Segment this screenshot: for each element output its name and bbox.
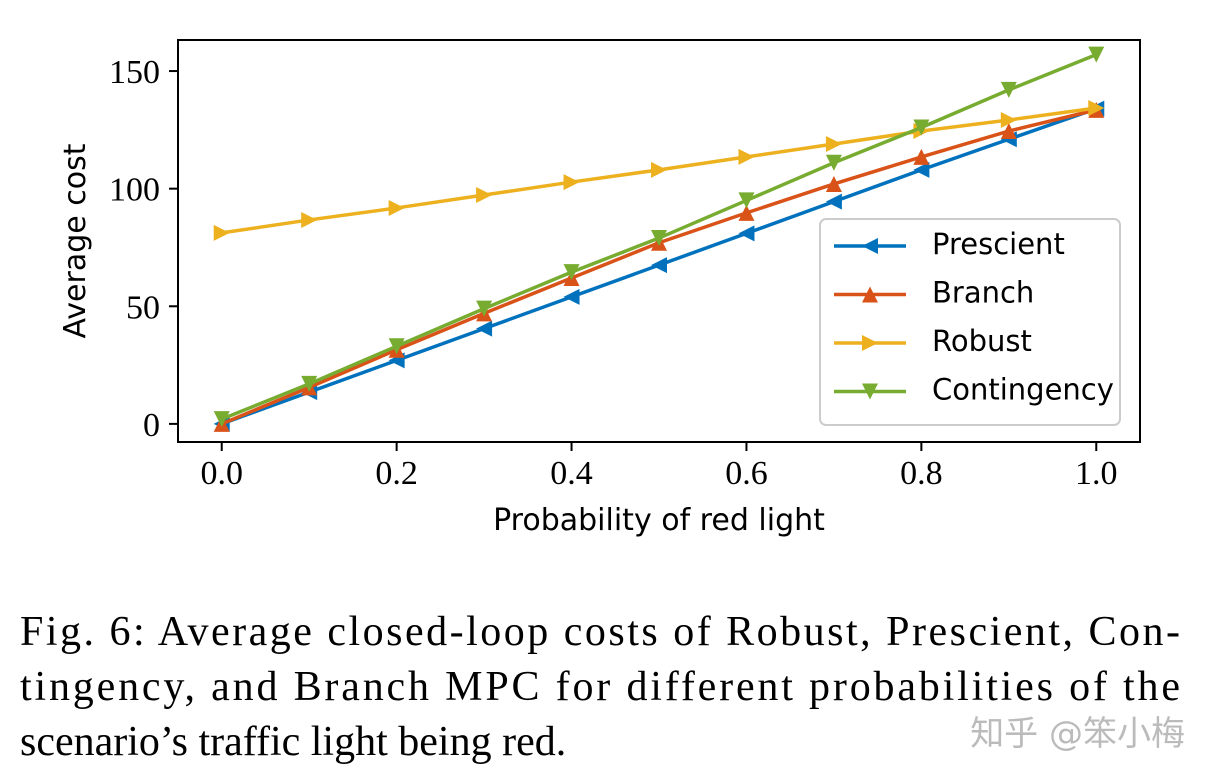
legend-marker bbox=[862, 238, 878, 254]
marker bbox=[651, 161, 667, 178]
y-tick-label: 100 bbox=[109, 172, 160, 209]
marker bbox=[563, 288, 580, 305]
marker bbox=[476, 187, 493, 204]
legend-marker bbox=[862, 286, 878, 303]
legend-frame bbox=[819, 218, 1121, 426]
marker bbox=[476, 320, 493, 337]
y-axis-label: Average cost bbox=[58, 143, 93, 338]
marker bbox=[213, 411, 230, 428]
legend-label: Robust bbox=[932, 324, 1032, 358]
marker bbox=[825, 193, 842, 210]
caption-line: scenario’s traffic light being red. bbox=[20, 719, 566, 765]
x-tick-label: 0.2 bbox=[375, 455, 418, 492]
marker bbox=[738, 225, 755, 242]
marker bbox=[563, 174, 580, 191]
marker bbox=[1088, 99, 1105, 116]
caption-line: tingency, and Branch MPC for different p… bbox=[20, 664, 1180, 710]
marker bbox=[738, 204, 755, 221]
marker bbox=[563, 264, 580, 281]
marker bbox=[213, 224, 230, 241]
marker bbox=[301, 211, 318, 228]
marker bbox=[388, 338, 405, 355]
marker bbox=[651, 230, 667, 247]
marker bbox=[388, 199, 405, 216]
marker bbox=[913, 119, 930, 136]
x-tick-label: 0.4 bbox=[550, 455, 593, 492]
marker bbox=[1088, 46, 1105, 63]
x-tick-label: 1.0 bbox=[1075, 455, 1118, 492]
watermark: 知乎 @笨小梅 bbox=[970, 714, 1185, 754]
x-tick-label: 0.6 bbox=[725, 455, 768, 492]
caption-line: Fig. 6: Average closed-loop costs of Rob… bbox=[20, 609, 1180, 655]
marker bbox=[738, 192, 755, 209]
marker bbox=[825, 154, 842, 171]
x-tick-label: 0.0 bbox=[200, 455, 243, 492]
y-tick-label: 50 bbox=[126, 289, 160, 326]
x-tick-label: 0.8 bbox=[900, 455, 943, 492]
y-tick-label: 0 bbox=[143, 407, 160, 444]
marker bbox=[1000, 111, 1017, 128]
marker bbox=[738, 148, 755, 165]
marker bbox=[825, 135, 842, 152]
legend-label: Contingency bbox=[932, 373, 1114, 407]
marker bbox=[476, 300, 493, 317]
marker bbox=[913, 161, 930, 178]
marker bbox=[825, 175, 842, 192]
plot-frame bbox=[177, 39, 1141, 443]
legend-label: Branch bbox=[932, 276, 1034, 310]
legend-label: Prescient bbox=[932, 227, 1065, 261]
x-axis-label: Probability of red light bbox=[493, 503, 825, 538]
marker bbox=[301, 375, 318, 392]
y-tick-label: 150 bbox=[109, 54, 160, 91]
marker bbox=[1000, 81, 1017, 98]
marker bbox=[1000, 123, 1017, 140]
legend-marker bbox=[862, 335, 878, 351]
marker bbox=[651, 257, 667, 274]
legend-marker bbox=[862, 383, 878, 400]
marker bbox=[913, 148, 930, 165]
